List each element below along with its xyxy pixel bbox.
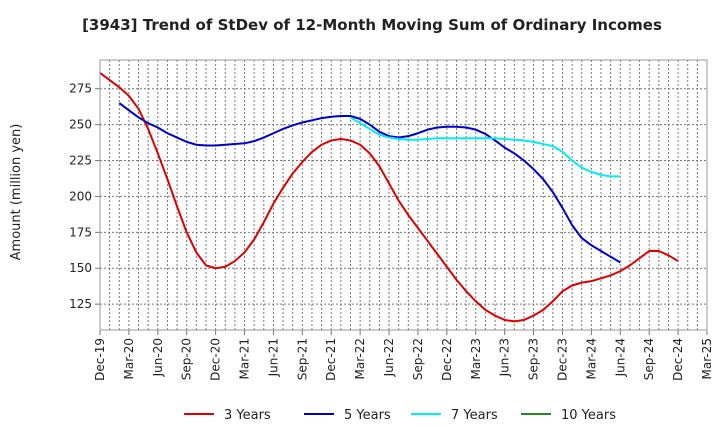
legend-label: 3 Years (224, 408, 271, 423)
x-tick-label: Jun-22 (382, 338, 396, 377)
x-tick-label: Sep-24 (642, 338, 656, 380)
y-axis-label: Amount (million yen) (9, 124, 24, 261)
y-tick-label: 275 (69, 82, 92, 96)
legend: 3 Years 5 Years 7 Years 10 Years (184, 408, 616, 423)
x-tick-label: Jun-23 (498, 338, 512, 377)
legend-label: 10 Years (561, 408, 616, 423)
grid-lines (99, 60, 708, 330)
y-axis-ticks: 125 150 175 200 225 250 275 (69, 82, 100, 311)
x-tick-label: Jun-20 (151, 338, 165, 377)
x-tick-label: Dec-24 (671, 338, 685, 381)
x-tick-label: Sep-20 (180, 338, 194, 380)
x-tick-label: Dec-21 (324, 338, 338, 381)
y-tick-label: 200 (69, 189, 92, 203)
plot-area-border (99, 59, 708, 331)
x-tick-label: Mar-24 (584, 338, 598, 379)
chart-title: [3943] Trend of StDev of 12-Month Moving… (82, 16, 662, 34)
x-axis-ticks: Dec-19 Mar-20 Jun-20 Sep-20 Dec-20 Mar-21 Jun-… (93, 330, 714, 381)
x-tick-label: Mar-25 (700, 338, 714, 379)
y-tick-label: 150 (69, 261, 92, 275)
x-tick-label: Jun-21 (266, 338, 280, 377)
x-tick-label: Dec-19 (93, 338, 107, 381)
y-tick-label: 225 (69, 154, 92, 168)
data-series (99, 72, 679, 323)
x-tick-label: Sep-22 (411, 338, 425, 380)
series-line-7-years (349, 116, 621, 178)
series-line-5-years (118, 102, 621, 264)
x-tick-label: Mar-21 (238, 338, 252, 379)
y-tick-label: 175 (69, 225, 92, 239)
x-tick-label: Jun-24 (613, 338, 627, 377)
x-tick-label: Sep-23 (527, 338, 541, 380)
x-tick-label: Mar-23 (469, 338, 483, 379)
x-tick-label: Mar-20 (122, 338, 136, 379)
x-tick-label: Dec-20 (209, 338, 223, 381)
x-tick-label: Sep-21 (295, 338, 309, 380)
series-line-3-years (99, 72, 679, 323)
y-tick-label: 125 (69, 297, 92, 311)
x-tick-label: Dec-23 (555, 338, 569, 381)
y-tick-label: 250 (69, 118, 92, 132)
x-tick-label: Dec-22 (440, 338, 454, 381)
legend-label: 5 Years (344, 408, 391, 423)
x-tick-label: Mar-22 (353, 338, 367, 379)
legend-label: 7 Years (451, 408, 498, 423)
